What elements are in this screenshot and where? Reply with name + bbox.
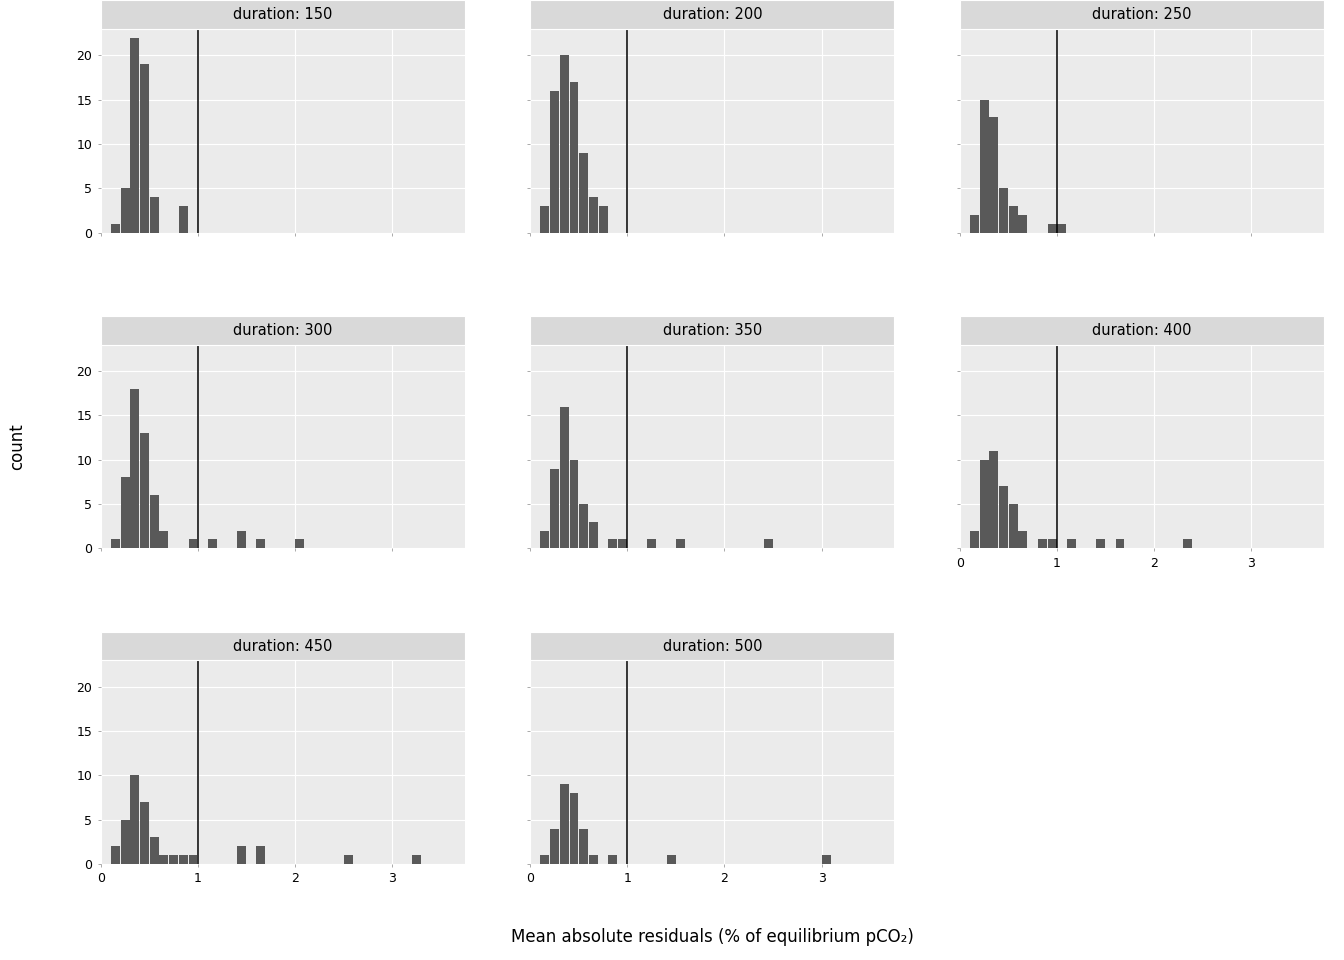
Bar [667,855,676,864]
Bar [999,188,1008,232]
Bar [121,188,129,232]
Text: duration: 250: duration: 250 [1093,7,1192,22]
Bar [560,406,569,548]
Bar [130,389,140,548]
Bar [1184,540,1192,548]
Bar [763,540,773,548]
Text: duration: 150: duration: 150 [233,7,332,22]
Bar [970,531,978,548]
Bar [579,153,589,232]
Bar [570,793,578,864]
Bar [112,847,120,864]
Bar [989,451,999,548]
Bar [648,540,656,548]
Bar [609,855,617,864]
Bar [121,477,129,548]
Bar [531,316,894,345]
Bar [112,540,120,548]
Bar [149,197,159,232]
Bar [1097,540,1105,548]
Bar [823,855,831,864]
Bar [570,82,578,232]
Bar [570,460,578,548]
Bar [550,91,559,232]
Bar [101,632,465,660]
Bar [989,117,999,232]
Bar [1009,504,1017,548]
Bar [579,504,589,548]
Bar [676,540,685,548]
Text: duration: 450: duration: 450 [233,638,332,654]
Bar [257,540,265,548]
Bar [237,847,246,864]
Bar [540,206,550,232]
Bar [160,855,168,864]
Text: duration: 200: duration: 200 [663,7,762,22]
Text: Mean absolute residuals (% of equilibrium pCO₂): Mean absolute residuals (% of equilibriu… [511,927,914,946]
Bar [970,215,978,232]
Bar [411,855,421,864]
Bar [540,855,550,864]
Bar [531,632,894,660]
Text: duration: 500: duration: 500 [663,638,762,654]
Bar [1116,540,1125,548]
Bar [1047,540,1056,548]
Bar [1067,540,1077,548]
Bar [101,0,465,29]
Bar [140,433,149,548]
Bar [208,540,216,548]
Bar [1047,224,1056,232]
Bar [130,37,140,232]
Bar [560,56,569,232]
Bar [257,847,265,864]
Bar [121,820,129,864]
Bar [550,828,559,864]
Bar [237,531,246,548]
Bar [188,855,198,864]
Bar [149,837,159,864]
Bar [169,855,177,864]
Bar [609,540,617,548]
Bar [140,64,149,232]
Bar [550,468,559,548]
Text: duration: 350: duration: 350 [663,323,762,338]
Bar [1019,215,1027,232]
Bar [980,100,989,232]
Bar [296,540,304,548]
Bar [140,802,149,864]
Bar [179,855,188,864]
Bar [980,460,989,548]
Bar [999,487,1008,548]
Bar [531,0,894,29]
Bar [579,828,589,864]
Bar [560,784,569,864]
Text: duration: 400: duration: 400 [1093,323,1192,338]
Bar [160,531,168,548]
Bar [1009,206,1017,232]
Bar [112,224,120,232]
Text: count: count [8,423,27,469]
Bar [589,855,598,864]
Bar [188,540,198,548]
Bar [1019,531,1027,548]
Text: duration: 300: duration: 300 [233,323,332,338]
Bar [344,855,352,864]
Bar [589,197,598,232]
Bar [1058,224,1066,232]
Bar [960,0,1324,29]
Bar [960,316,1324,345]
Bar [101,316,465,345]
Bar [179,206,188,232]
Bar [540,531,550,548]
Bar [130,776,140,864]
Bar [598,206,607,232]
Bar [149,495,159,548]
Bar [1038,540,1047,548]
Bar [589,521,598,548]
Bar [618,540,628,548]
